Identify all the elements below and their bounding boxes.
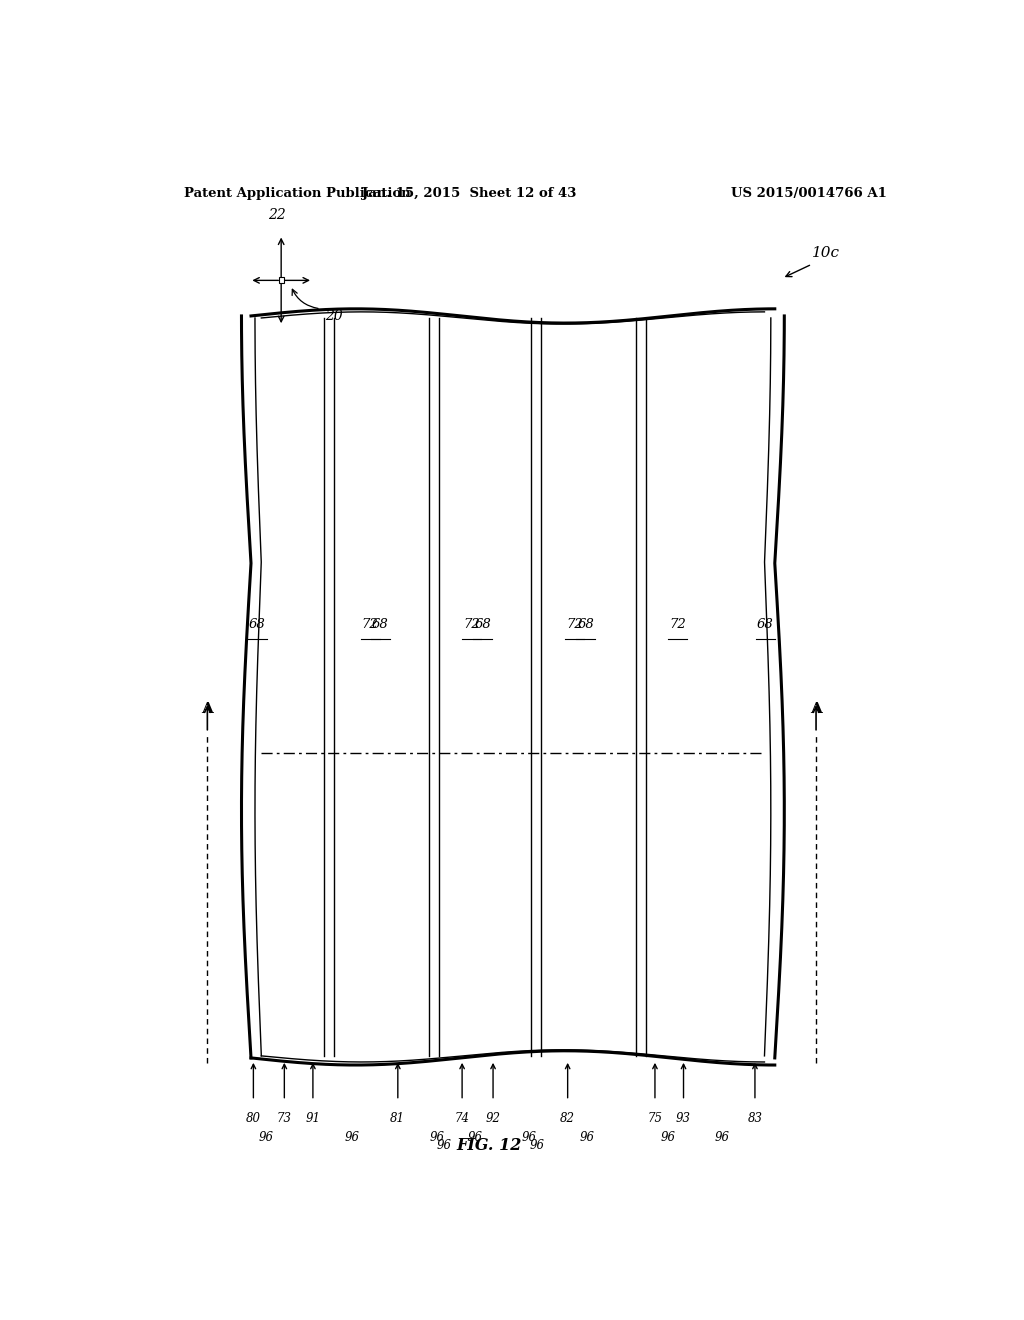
Text: 68: 68: [249, 618, 266, 631]
Text: Jan. 15, 2015  Sheet 12 of 43: Jan. 15, 2015 Sheet 12 of 43: [362, 187, 577, 201]
Text: 72: 72: [361, 618, 379, 631]
Text: 74: 74: [455, 1113, 470, 1126]
Text: 96: 96: [530, 1139, 545, 1152]
Text: A: A: [202, 702, 213, 717]
Text: 96: 96: [714, 1131, 729, 1143]
Text: 72: 72: [670, 618, 686, 631]
Text: 82: 82: [560, 1113, 575, 1126]
Text: 10c: 10c: [812, 246, 841, 260]
Bar: [279, 277, 284, 284]
Text: 80: 80: [246, 1113, 261, 1126]
Text: 68: 68: [757, 618, 774, 631]
Text: 73: 73: [276, 1113, 292, 1126]
Text: 81: 81: [390, 1113, 406, 1126]
Text: 96: 96: [660, 1131, 675, 1143]
Text: 83: 83: [748, 1113, 763, 1126]
Text: 96: 96: [259, 1131, 273, 1143]
Text: 96: 96: [580, 1131, 594, 1143]
Text: FIG. 12: FIG. 12: [457, 1137, 522, 1154]
Text: 20: 20: [325, 309, 343, 323]
Text: 93: 93: [676, 1113, 691, 1126]
Text: 96: 96: [436, 1139, 452, 1152]
Text: 96: 96: [521, 1131, 537, 1143]
Text: 75: 75: [647, 1113, 663, 1126]
Text: 96: 96: [468, 1131, 483, 1143]
Text: 22: 22: [268, 209, 286, 223]
Text: 68: 68: [474, 618, 492, 631]
Text: 96: 96: [429, 1131, 444, 1143]
Text: 91: 91: [305, 1113, 321, 1126]
Text: 92: 92: [485, 1113, 501, 1126]
Text: US 2015/0014766 A1: US 2015/0014766 A1: [731, 187, 887, 201]
Text: A: A: [810, 702, 822, 717]
Text: 68: 68: [578, 618, 594, 631]
Text: Patent Application Publication: Patent Application Publication: [183, 187, 411, 201]
Text: 96: 96: [344, 1131, 359, 1143]
Text: 72: 72: [566, 618, 584, 631]
Text: 68: 68: [372, 618, 389, 631]
Text: 72: 72: [463, 618, 480, 631]
